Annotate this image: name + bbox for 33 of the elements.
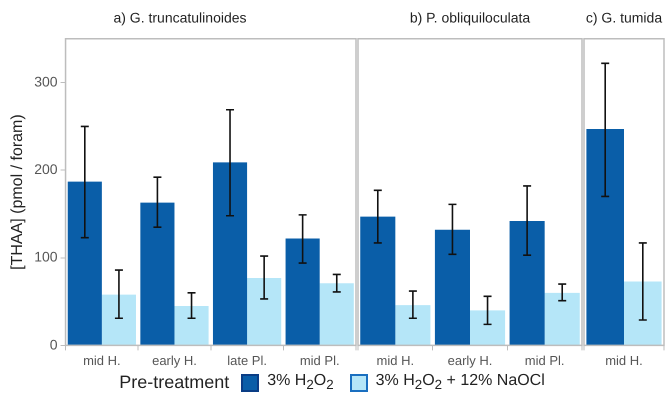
y-axis-title: [THAA] (pmol / foram) [9, 114, 26, 270]
y-tick-label: 200 [34, 161, 58, 178]
legend-label: 3% H$_{2}$O$_{2}$ [267, 372, 334, 393]
bar [510, 221, 545, 346]
bar [320, 283, 354, 345]
chart-title: a) G. truncatulinoides [113, 9, 247, 26]
chart-title: b) P. obliquiloculata [410, 9, 530, 26]
x-tick-label: mid Pl. [300, 352, 340, 368]
legend-label: 3% H$_{2}$O$_{2}$ + 12% NaOCl [376, 372, 545, 393]
bar [102, 294, 136, 345]
bar [212, 162, 248, 345]
x-tick-label: mid Pl. [524, 352, 565, 368]
bar [68, 182, 102, 345]
bar [395, 305, 430, 346]
x-tick-label: early H. [152, 352, 197, 368]
x-tick-label: mid H. [376, 352, 414, 368]
bar [286, 238, 320, 345]
chart-title: c) G. tumida [586, 9, 662, 26]
bar [434, 230, 470, 346]
bar [174, 306, 209, 345]
bar [360, 216, 396, 346]
x-tick-label: mid H. [605, 352, 643, 368]
bar [470, 310, 506, 346]
bar [544, 292, 580, 346]
y-tick-label: 100 [34, 248, 58, 265]
legend-title: Pre-treatment [119, 372, 230, 393]
bar [247, 278, 282, 345]
x-tick-label: late Pl. [227, 352, 267, 368]
y-tick-label: 300 [34, 73, 58, 90]
y-tick-label: 0 [50, 336, 58, 352]
x-tick-label: mid H. [83, 352, 121, 368]
bar [140, 202, 174, 345]
x-tick-label: early H. [448, 352, 492, 368]
